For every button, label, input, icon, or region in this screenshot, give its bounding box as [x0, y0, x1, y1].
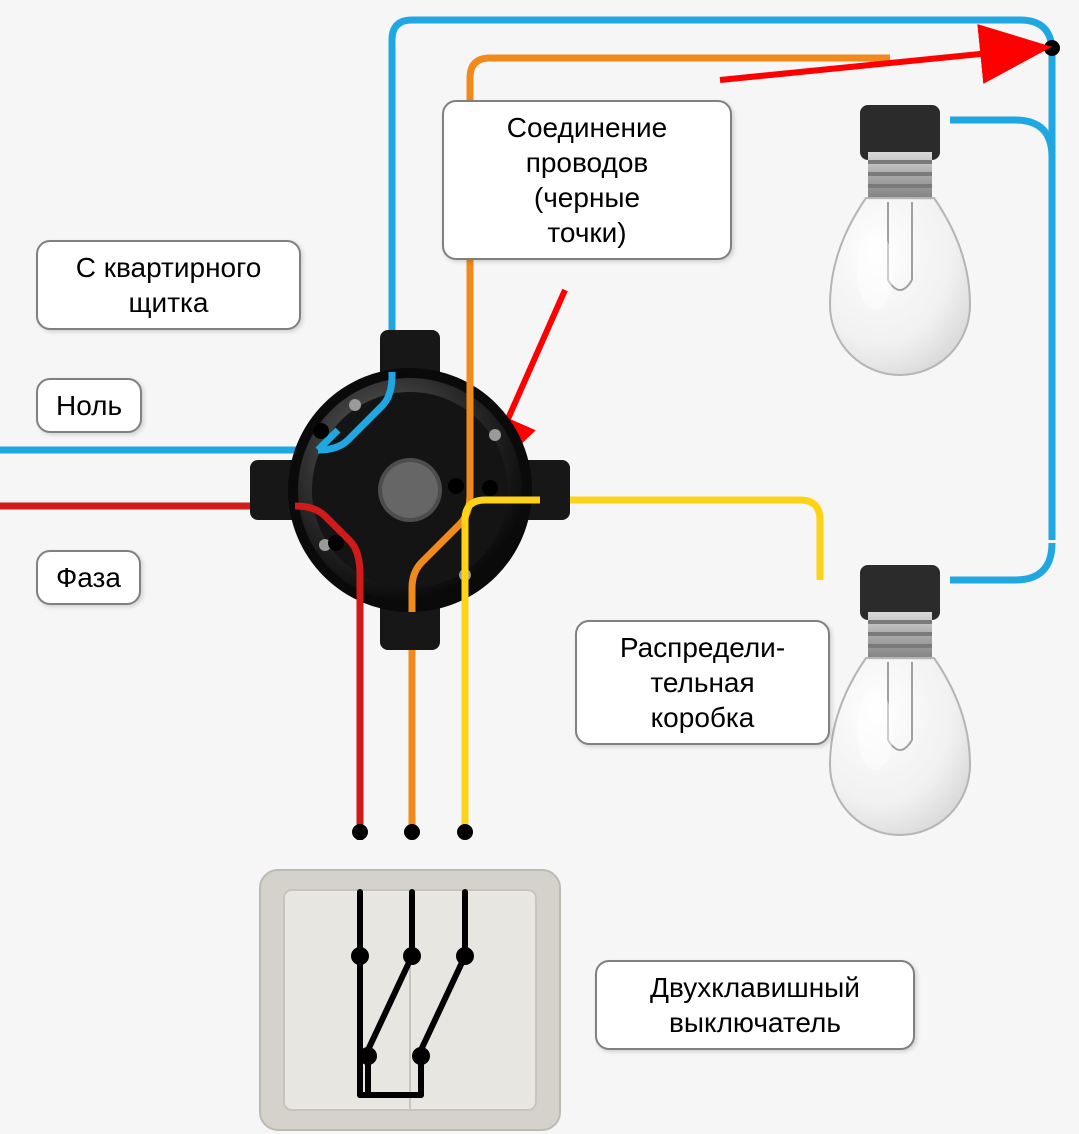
- double-switch: [260, 870, 560, 1130]
- wire-bulb2-neutral: [950, 543, 1052, 580]
- label-junction-box: Распредели-тельнаякоробка: [575, 620, 830, 745]
- light-bulb-2: [830, 565, 970, 835]
- label-from-panel: С квартирногощитка: [36, 240, 301, 330]
- label-switch: Двухклавишныйвыключатель: [595, 960, 915, 1050]
- label-phase: Фаза: [36, 550, 141, 605]
- label-neutral: Ноль: [36, 378, 142, 433]
- label-wire-connection: Соединениепроводов(черныеточки): [442, 100, 732, 260]
- wire-bulb1-neutral: [950, 120, 1052, 157]
- light-bulb-1: [830, 105, 970, 375]
